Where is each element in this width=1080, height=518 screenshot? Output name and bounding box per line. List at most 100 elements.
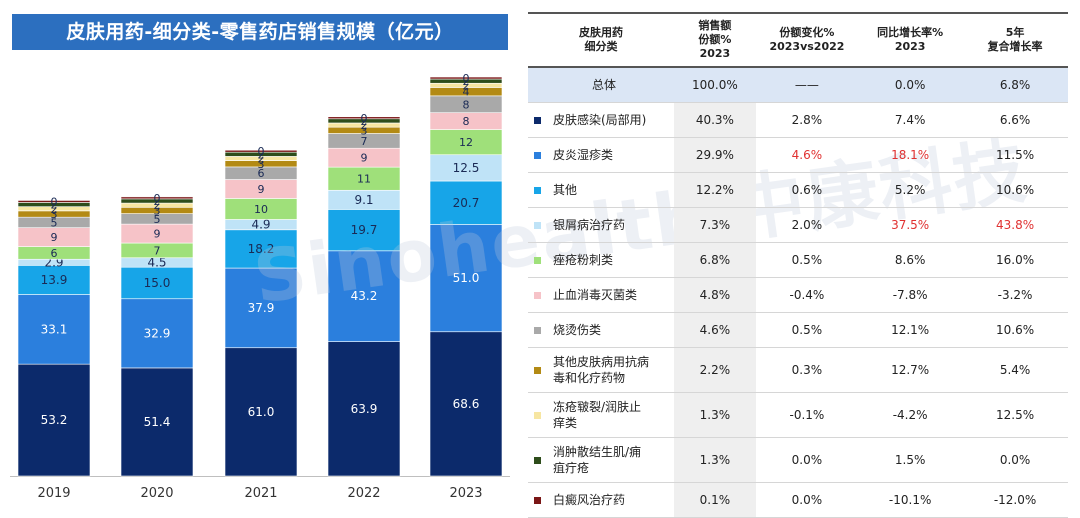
data-label-2023-7: 4 [463,86,470,99]
cell-share: 4.6% [674,312,756,348]
cell-cagr: 12.5% [962,392,1068,438]
data-label-2023-3: 12.5 [453,161,480,175]
data-label-2019-2: 13.9 [41,273,68,287]
table-row-total: 总体 100.0% —— 0.0% 6.8% [528,67,1068,103]
category-label: 其他皮肤病用抗病 毒和化疗药物 [553,355,650,385]
table-row: 其他皮肤病用抗病 毒和化疗药物 2.2% 0.3% 12.7% 5.4% [528,347,1068,393]
legend-swatch [534,151,541,159]
cell-share-change: 2.8% [755,102,859,138]
data-label-2022-1: 43.2 [351,289,378,303]
cell-share-change: -0.1% [755,392,859,438]
data-label-2023-2: 20.7 [453,196,480,210]
header-cagr: 5年 复合增长率 [962,12,1068,68]
data-label-2020-0: 51.4 [144,415,171,429]
chart-panel: 皮肤用药-细分类-零售药店销售规模（亿元） 53.2 33.1 13.9 2.9 6 9 5… [0,0,520,509]
category-label: 总体 [592,78,617,92]
data-label-2019-10: 0 [51,195,58,208]
header-yoy: 同比增长率% 2023 [858,12,963,68]
data-label-2021-7: 3 [258,158,265,171]
table-row: 消肿散结生肌/痈 疽疔疮 1.3% 0.0% 1.5% 0.0% [528,437,1068,483]
cell-share: 1.3% [674,392,756,438]
category-label: 烧烫伤类 [553,323,602,337]
bar-segment-2019-0 [17,363,91,477]
data-label-2020-2: 15.0 [144,276,171,290]
table-row: 银屑病治疗药 7.3% 2.0% 37.5% 43.8% [528,207,1068,243]
data-label-2021-10: 0 [258,145,265,158]
cell-share: 29.9% [674,137,756,173]
cell-category: 其他 [528,172,675,208]
data-label-2019-8: 2 [51,203,58,216]
cell-category: 皮炎湿疹类 [528,137,675,173]
bar-segment-2020-1 [120,298,194,369]
cell-yoy: 1.5% [858,437,963,483]
data-label-2022-0: 63.9 [351,402,378,416]
cell-share: 7.3% [674,207,756,243]
cell-category: 皮肤感染(局部用) [528,102,675,138]
cell-share: 4.8% [674,277,756,313]
cell-share-change: 4.6% [755,137,859,173]
data-label-2021-1: 37.9 [248,301,275,315]
cell-cagr: 5.4% [962,347,1068,393]
header-category: 皮肤用药 细分类 [528,12,675,68]
cell-share-change: 2.0% [755,207,859,243]
data-label-2020-1: 32.9 [144,326,171,340]
x-tick-label-2023: 2023 [449,486,482,501]
table-row: 烧烫伤类 4.6% 0.5% 12.1% 10.6% [528,312,1068,348]
cell-share-change: —— [755,67,859,103]
cell-yoy: 12.1% [858,312,963,348]
data-label-2020-3: 4.5 [147,255,166,269]
x-tick-label-2019: 2019 [37,486,70,501]
table-row: 冻疮皲裂/润肤止 痒类 1.3% -0.1% -4.2% 12.5% [528,392,1068,438]
cell-yoy: 12.7% [858,347,963,393]
cell-cagr: 10.6% [962,172,1068,208]
cell-share-change: 0.5% [755,312,859,348]
bar-segment-2022-0 [327,341,401,477]
table-row: 其他 12.2% 0.6% 5.2% 10.6% [528,172,1068,208]
data-label-2022-10: 0 [361,112,368,125]
cell-share-change: 0.0% [755,437,859,483]
data-label-2021-3: 4.9 [251,218,270,232]
header-share-change: 份额变化% 2023vs2022 [755,12,859,68]
bar-segment-2022-1 [327,250,401,342]
cell-share: 40.3% [674,102,756,138]
cell-share: 0.1% [674,482,756,518]
category-label: 白癜风治疗药 [553,493,626,507]
category-label: 消肿散结生肌/痈 疽疔疮 [553,445,642,475]
cell-yoy: 5.2% [858,172,963,208]
cell-category: 白癜风治疗药 [528,482,675,518]
data-label-2023-6: 8 [463,98,470,111]
data-label-2020-8: 2 [154,199,161,212]
data-label-2022-5: 9 [361,152,368,165]
table-body: 总体 100.0% —— 0.0% 6.8% 皮肤感染(局部用) 40.3% 2.8% 7.4%… [528,67,1068,518]
cell-cagr: 0.0% [962,437,1068,483]
data-label-2019-5: 9 [51,231,58,244]
bar-segment-2023-3 [429,154,503,182]
category-label: 止血消毒灭菌类 [553,288,638,302]
cell-category: 消肿散结生肌/痈 疽疔疮 [528,437,675,483]
legend-swatch [534,186,541,194]
cell-share: 2.2% [674,347,756,393]
bar-segment-2022-2 [327,209,401,252]
data-label-2021-4: 10 [254,203,268,216]
bar-segment-2021-1 [224,267,298,349]
data-label-2020-9: 2 [154,195,161,208]
category-label: 冻疮皲裂/润肤止 痒类 [553,400,642,430]
data-label-2021-2: 18.2 [248,242,275,256]
data-label-2022-6: 7 [361,135,368,148]
legend-swatch [534,411,541,419]
cell-cagr: 6.8% [962,67,1068,103]
table-header-row: 皮肤用药 细分类 销售额 份额% 2023 份额变化% 2023vs2022 同比增长率… [528,12,1068,68]
data-label-2020-5: 9 [154,228,161,241]
bar-segment-2021-0 [224,347,298,477]
cell-cagr: 10.6% [962,312,1068,348]
x-tick-label-2020: 2020 [140,486,173,501]
data-label-2019-4: 6 [51,247,58,260]
bar-segment-2023-2 [429,180,503,225]
data-label-2021-5: 9 [258,183,265,196]
legend-swatch [534,116,541,124]
cell-category: 止血消毒灭菌类 [528,277,675,313]
data-label-2023-8: 2 [463,79,470,92]
cell-cagr: 43.8% [962,207,1068,243]
cell-share-change: 0.6% [755,172,859,208]
cell-yoy: 0.0% [858,67,963,103]
